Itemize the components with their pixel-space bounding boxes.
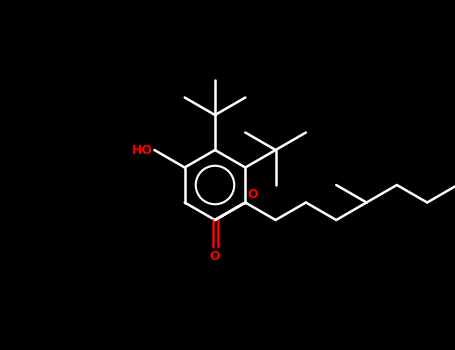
Text: O: O [210, 250, 220, 263]
Text: O: O [248, 188, 258, 201]
Text: HO: HO [131, 144, 152, 156]
